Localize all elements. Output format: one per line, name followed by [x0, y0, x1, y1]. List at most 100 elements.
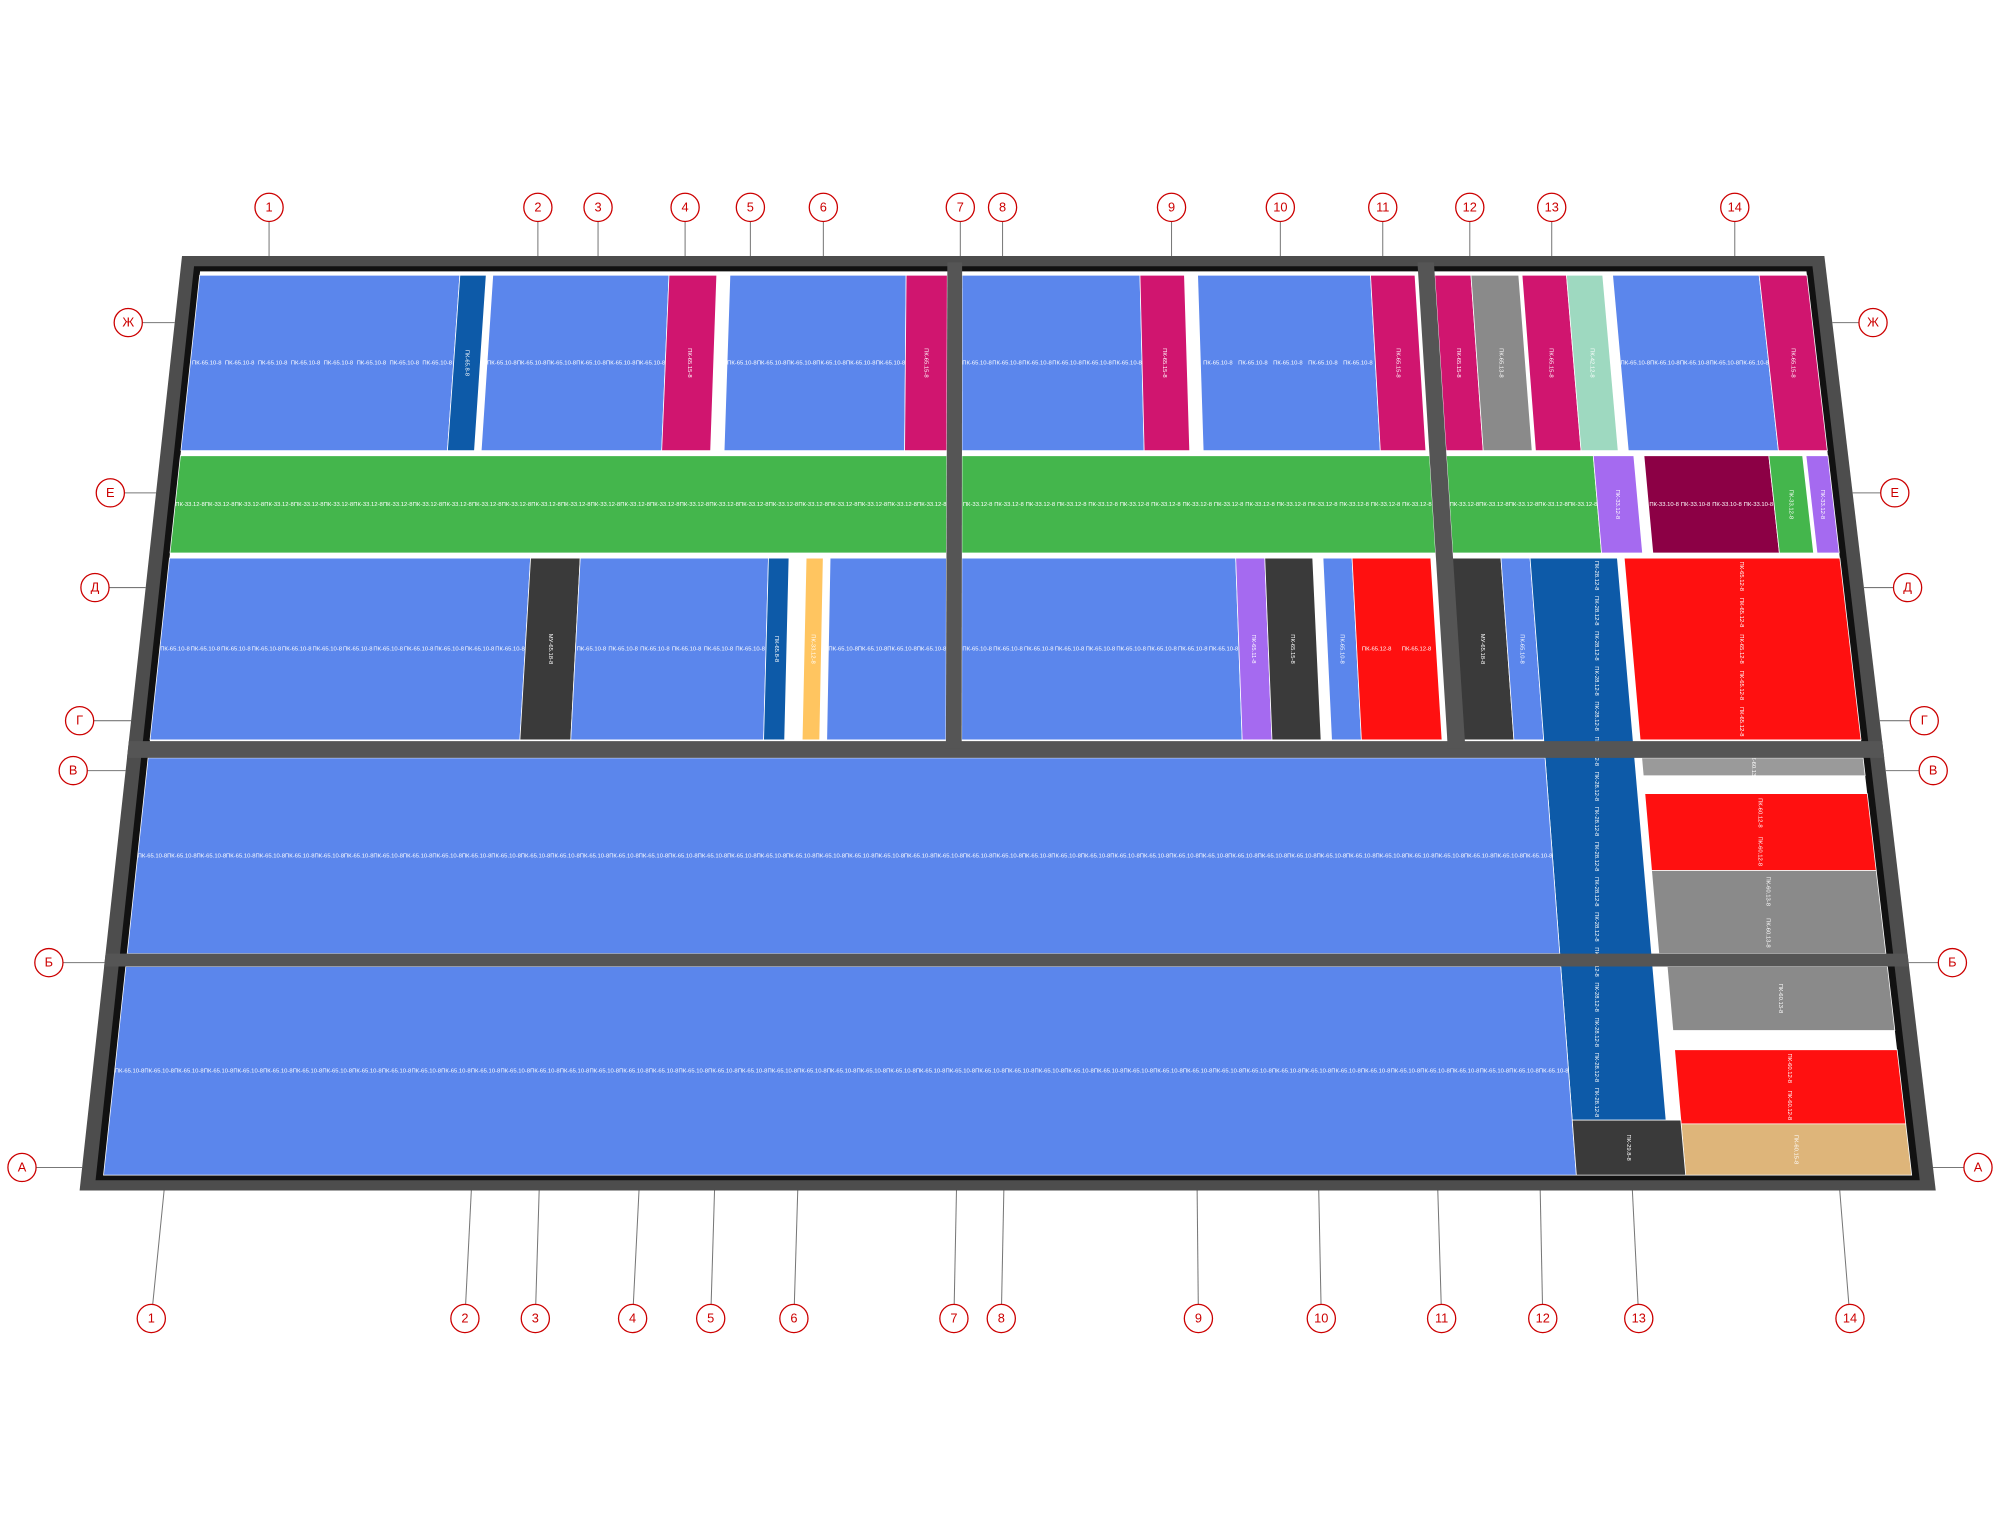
slab-label: ПК-33.12-8 — [680, 502, 710, 508]
slab-label: ПК-65.15-8 — [1789, 348, 1795, 378]
slab-label: ПК-33.12-8 — [917, 502, 947, 508]
slab-label: ПК-65.10-8 — [115, 1068, 145, 1074]
slab-label: ПК-65.10-8 — [757, 360, 787, 366]
slab-label: ПК-65.10-8 — [1258, 853, 1288, 859]
slab-label: МУ-65.18-8 — [547, 634, 553, 665]
axis-label: Д — [1903, 580, 1912, 595]
slab-label: ПК-33.12-8 — [1509, 502, 1539, 508]
axis-bubble — [58, 755, 88, 786]
slab-label: ПК-33.12-8 — [1057, 502, 1087, 508]
slab-label: ПК-65.10-8 — [1480, 1068, 1510, 1074]
axis-label: Б — [45, 955, 53, 970]
axis-label: 2 — [461, 1311, 468, 1326]
wall — [104, 953, 1910, 967]
slab-label: ПК-65.10-8 — [636, 360, 666, 366]
slab-label: ПК-65.10-8 — [1391, 1068, 1421, 1074]
slab-label: ПК-33.12-8 — [1402, 502, 1432, 508]
axis-bubble — [136, 1303, 167, 1334]
slab-label: ПК-65.10-8 — [1376, 853, 1406, 859]
slab-label: ПК-33.10-8 — [1744, 502, 1774, 508]
axis-label: А — [1974, 1159, 1983, 1174]
slab — [1592, 455, 1643, 554]
slab-label: ПК-65.13-8 — [1498, 348, 1504, 378]
slab-label: ПК-65.10-8 — [1183, 1068, 1213, 1074]
axis-line — [1539, 1190, 1544, 1319]
slab-label: ПК-65.12-8 — [1738, 707, 1744, 737]
slab-label: ПК-65.10-8 — [727, 853, 757, 859]
slab-label: ПК-65.10-8 — [256, 853, 286, 859]
axis-bubble — [695, 1303, 726, 1334]
slab-label: ПК-28.12-8 — [1593, 877, 1599, 907]
slab-label: ПК-28.12-8 — [1593, 1018, 1599, 1048]
slab-label: ПК-33.12-8 — [887, 502, 917, 508]
slab-label: ПК-60.13-8 — [1765, 918, 1771, 948]
axis-label: 10 — [1314, 1311, 1328, 1326]
slab-label: ПК-65.10-8 — [434, 647, 464, 653]
axis-label: Ж — [122, 315, 134, 330]
axis-bubble — [95, 478, 126, 508]
slab-label: ПК-65.10-8 — [233, 1068, 263, 1074]
axis-bubble — [7, 1152, 37, 1183]
slab-label: ПК-33.12-8 — [294, 502, 324, 508]
slab-label: ПК-65.10-8 — [816, 360, 846, 366]
axis-label: 13 — [1545, 199, 1559, 214]
slab — [661, 274, 718, 451]
wall — [1417, 262, 1466, 749]
slab-label: ПК-65.10-8 — [962, 647, 992, 653]
slab-label: ПК-65.10-8 — [1086, 647, 1116, 653]
slab — [1370, 274, 1427, 451]
slab-label: ПК-65.10-8 — [857, 1068, 887, 1074]
wall — [945, 262, 963, 749]
slab-label: ПК-65.10-8 — [640, 647, 670, 653]
slab-label: ПК-65.10-8 — [786, 853, 816, 859]
slab-label: ПК-65.10-8 — [1081, 853, 1111, 859]
slab-label: ПК-65.10-8 — [1213, 1068, 1243, 1074]
slab-label: ПК-65.10-8 — [197, 853, 227, 859]
slab-label: ПК-65.10-8 — [226, 853, 256, 859]
axis-label: 8 — [998, 1311, 1005, 1326]
axis-line — [1318, 1190, 1322, 1319]
axis-line — [534, 1190, 540, 1319]
slab-label: ПК-65.10-8 — [1169, 853, 1199, 859]
slab-label: ПК-33.12-8 — [809, 634, 815, 664]
slab-label: ПК-65.8-8 — [773, 636, 779, 663]
slab-label: ПК-33.12-8 — [175, 502, 205, 508]
slab-label: ПК-65.10-8 — [1147, 647, 1177, 653]
slab — [1623, 557, 1862, 741]
slab-label: ПК-65.10-8 — [886, 1068, 916, 1074]
axis-line — [1000, 1190, 1005, 1319]
axis-bubble — [1426, 1303, 1457, 1334]
slab-label: ПК-28.12-8 — [1593, 807, 1599, 837]
slab-label: ПК-65.10-8 — [963, 853, 993, 859]
axis-label: 4 — [629, 1311, 636, 1326]
slab-label: ПК-65.10-8 — [495, 647, 525, 653]
slab-label: ПК-65.10-8 — [403, 853, 433, 859]
slab-label: ПК-65.10-8 — [1509, 1068, 1539, 1074]
slab-label: ПК-65.12-8 — [1738, 562, 1744, 592]
wall — [127, 741, 1885, 758]
slab-label: ПК-65.10-8 — [314, 853, 344, 859]
slab-label: ПК-33.10-8 — [1712, 502, 1742, 508]
axis-bubble — [1918, 755, 1948, 786]
slab-label: ПК-33.12-8 — [798, 502, 828, 508]
slab-label: ПК-33.12-8 — [620, 502, 650, 508]
slab-label: ПК-65.10-8 — [192, 360, 222, 366]
axis-bubble — [1306, 1303, 1337, 1334]
axis-bubble — [80, 572, 110, 603]
axis-bubble — [1858, 307, 1888, 338]
axis-label: В — [1929, 763, 1938, 778]
slab-label: ПК-65.10-8 — [1064, 1068, 1094, 1074]
slab-label: ПК-65.10-8 — [577, 647, 607, 653]
slab-label: ПК-65.10-8 — [1650, 360, 1680, 366]
axis-line — [464, 1190, 472, 1319]
slab-label: ПК-65.10-8 — [191, 647, 221, 653]
axis-label: 7 — [957, 199, 964, 214]
axis-line — [1437, 1190, 1443, 1319]
slab-label: ПК-65.10-8 — [204, 1068, 234, 1074]
axis-label: 11 — [1376, 199, 1389, 214]
slab-label: ПК-65.10-8 — [1178, 647, 1208, 653]
axis-bubble — [735, 192, 766, 223]
slab-label: ПК-33.12-8 — [1245, 502, 1275, 508]
slab-label: ПК-65.10-8 — [962, 360, 992, 366]
